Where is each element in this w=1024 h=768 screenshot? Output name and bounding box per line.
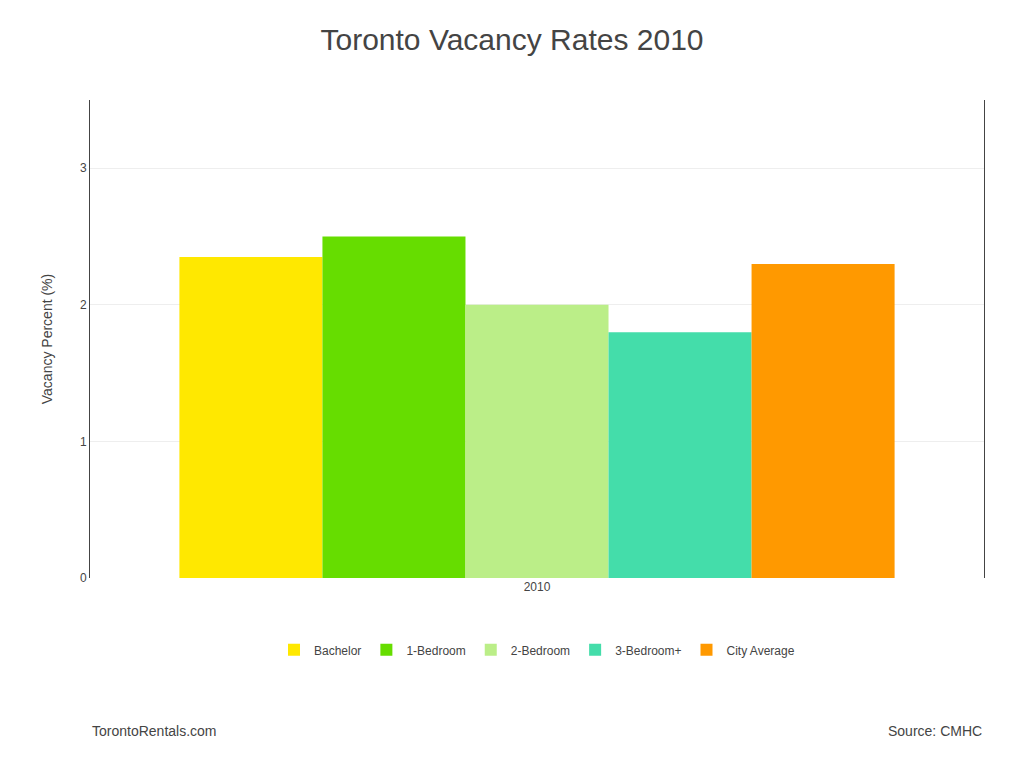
svg-text:Toronto Vacancy Rates 2010: Toronto Vacancy Rates 2010 bbox=[320, 23, 703, 56]
svg-text:Source: CMHC: Source: CMHC bbox=[888, 723, 982, 739]
svg-text:Vacancy Percent (%): Vacancy Percent (%) bbox=[39, 274, 55, 404]
svg-text:TorontoRentals.com: TorontoRentals.com bbox=[92, 723, 217, 739]
svg-text:2: 2 bbox=[80, 298, 87, 312]
svg-text:1: 1 bbox=[80, 435, 87, 449]
svg-text:3: 3 bbox=[80, 161, 87, 175]
svg-text:City Average: City Average bbox=[727, 644, 795, 658]
svg-text:3-Bedroom+: 3-Bedroom+ bbox=[615, 644, 681, 658]
svg-text:1-Bedroom: 1-Bedroom bbox=[406, 644, 465, 658]
svg-text:0: 0 bbox=[80, 571, 87, 585]
svg-text:Bachelor: Bachelor bbox=[314, 644, 361, 658]
svg-text:2010: 2010 bbox=[524, 580, 551, 594]
svg-text:2-Bedroom: 2-Bedroom bbox=[511, 644, 570, 658]
